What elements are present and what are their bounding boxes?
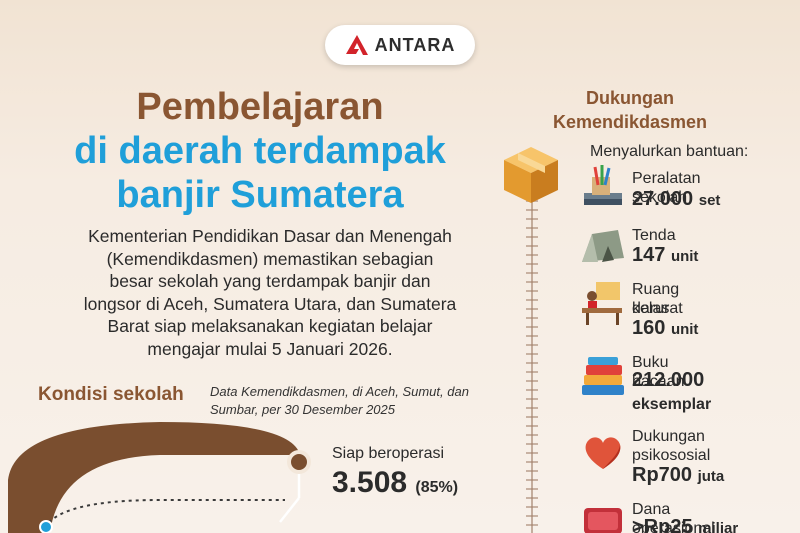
blue-dot bbox=[39, 520, 53, 533]
item-label-2: darurat bbox=[632, 300, 683, 317]
description-line: mengajar mulai 5 Januari 2026. bbox=[147, 338, 393, 359]
description-line: Barat siap melaksanakan kegiatan belajar bbox=[107, 316, 433, 336]
antara-mark-icon bbox=[345, 35, 368, 55]
item-label: Buku bacaan bbox=[632, 354, 685, 390]
item-number: 27.000 bbox=[632, 188, 694, 210]
item-label: Dana operasional bbox=[632, 501, 715, 533]
item-label: Dukungan bbox=[632, 428, 705, 445]
item-value: 160 unit bbox=[632, 317, 698, 340]
item-number: >Rp25 bbox=[632, 516, 693, 533]
siap-number: 3.508 bbox=[332, 466, 408, 499]
description-line: (Kemendikdasmen) memastikan sebagian bbox=[106, 248, 434, 269]
page-title-line3: banjir Sumatera bbox=[116, 174, 404, 216]
dotted-curve bbox=[44, 499, 285, 529]
source-line: Data Kemendikdasmen, di Aceh, Sumut, dan bbox=[210, 384, 469, 399]
package-box-icon bbox=[504, 147, 558, 203]
school-supplies-icon bbox=[584, 165, 622, 205]
marker-dot bbox=[287, 450, 311, 474]
item-unit: juta bbox=[697, 468, 725, 485]
timeline-line bbox=[531, 200, 533, 533]
logo-text: ANTARA bbox=[374, 34, 456, 55]
dukungan-subtitle: Menyalurkan bantuan: bbox=[590, 143, 749, 160]
item-unit: eksemplar bbox=[632, 396, 712, 413]
tent-icon bbox=[582, 230, 624, 262]
item-value: Rp700 juta bbox=[632, 464, 724, 487]
dukungan-title-line: Dukungan bbox=[586, 88, 674, 108]
kondisi-title: Kondisi sekolah bbox=[38, 384, 184, 405]
item-value: 147 unit bbox=[632, 244, 698, 267]
item-label-2: psikososial bbox=[632, 447, 711, 464]
item-number: Rp700 bbox=[632, 464, 693, 486]
dukungan-title-line: Kemendikdasmen bbox=[552, 112, 708, 132]
data-source: Data Kemendikdasmen, di Aceh, Sumut, dan… bbox=[210, 383, 500, 419]
description-line: Kementerian Pendidikan Dasar dan Menenga… bbox=[88, 226, 452, 246]
page-title-line2: di daerah terdampak bbox=[74, 130, 446, 172]
heart-icon bbox=[585, 437, 621, 469]
item-unit: set bbox=[698, 192, 721, 209]
siap-label: Siap beroperasi bbox=[332, 445, 445, 462]
item-unit: unit bbox=[670, 321, 699, 338]
siap-percent: (85%) bbox=[415, 479, 459, 496]
school-condition-chart bbox=[8, 422, 311, 533]
item-value: 27.000 set bbox=[632, 188, 720, 211]
dukungan-title: Dukungan Kemendikdasmen bbox=[540, 86, 720, 134]
page-title-line1: Pembelajaran bbox=[136, 86, 384, 128]
money-icon bbox=[584, 508, 622, 533]
source-line: Sumbar, per 30 Desember 2025 bbox=[210, 402, 395, 417]
item-value: >Rp25 miliar bbox=[632, 516, 738, 533]
item-number: 147 bbox=[632, 244, 666, 266]
description: Kementerian Pendidikan Dasar dan Menenga… bbox=[40, 225, 500, 360]
pointer-diag bbox=[279, 497, 300, 523]
arc-ring bbox=[8, 422, 300, 533]
item-label: Tenda bbox=[632, 227, 676, 244]
item-value: 212.000 bbox=[632, 369, 705, 391]
item-number: 160 bbox=[632, 317, 666, 339]
item-label: Ruang kelas bbox=[632, 281, 680, 317]
classroom-desk-icon bbox=[582, 282, 622, 325]
item-unit: miliar bbox=[698, 520, 739, 533]
description-line: besar sekolah yang terdampak banjir dan bbox=[109, 271, 431, 291]
item-unit: unit bbox=[670, 248, 699, 265]
item-label: Peralatan sekolah bbox=[632, 170, 701, 206]
description-line: longsor di Aceh, Sumatera Utara, dan Sum… bbox=[83, 293, 457, 314]
books-icon bbox=[582, 357, 624, 395]
antara-logo: ANTARA bbox=[325, 25, 475, 65]
siap-value: 3.508 (85%) bbox=[332, 466, 458, 500]
